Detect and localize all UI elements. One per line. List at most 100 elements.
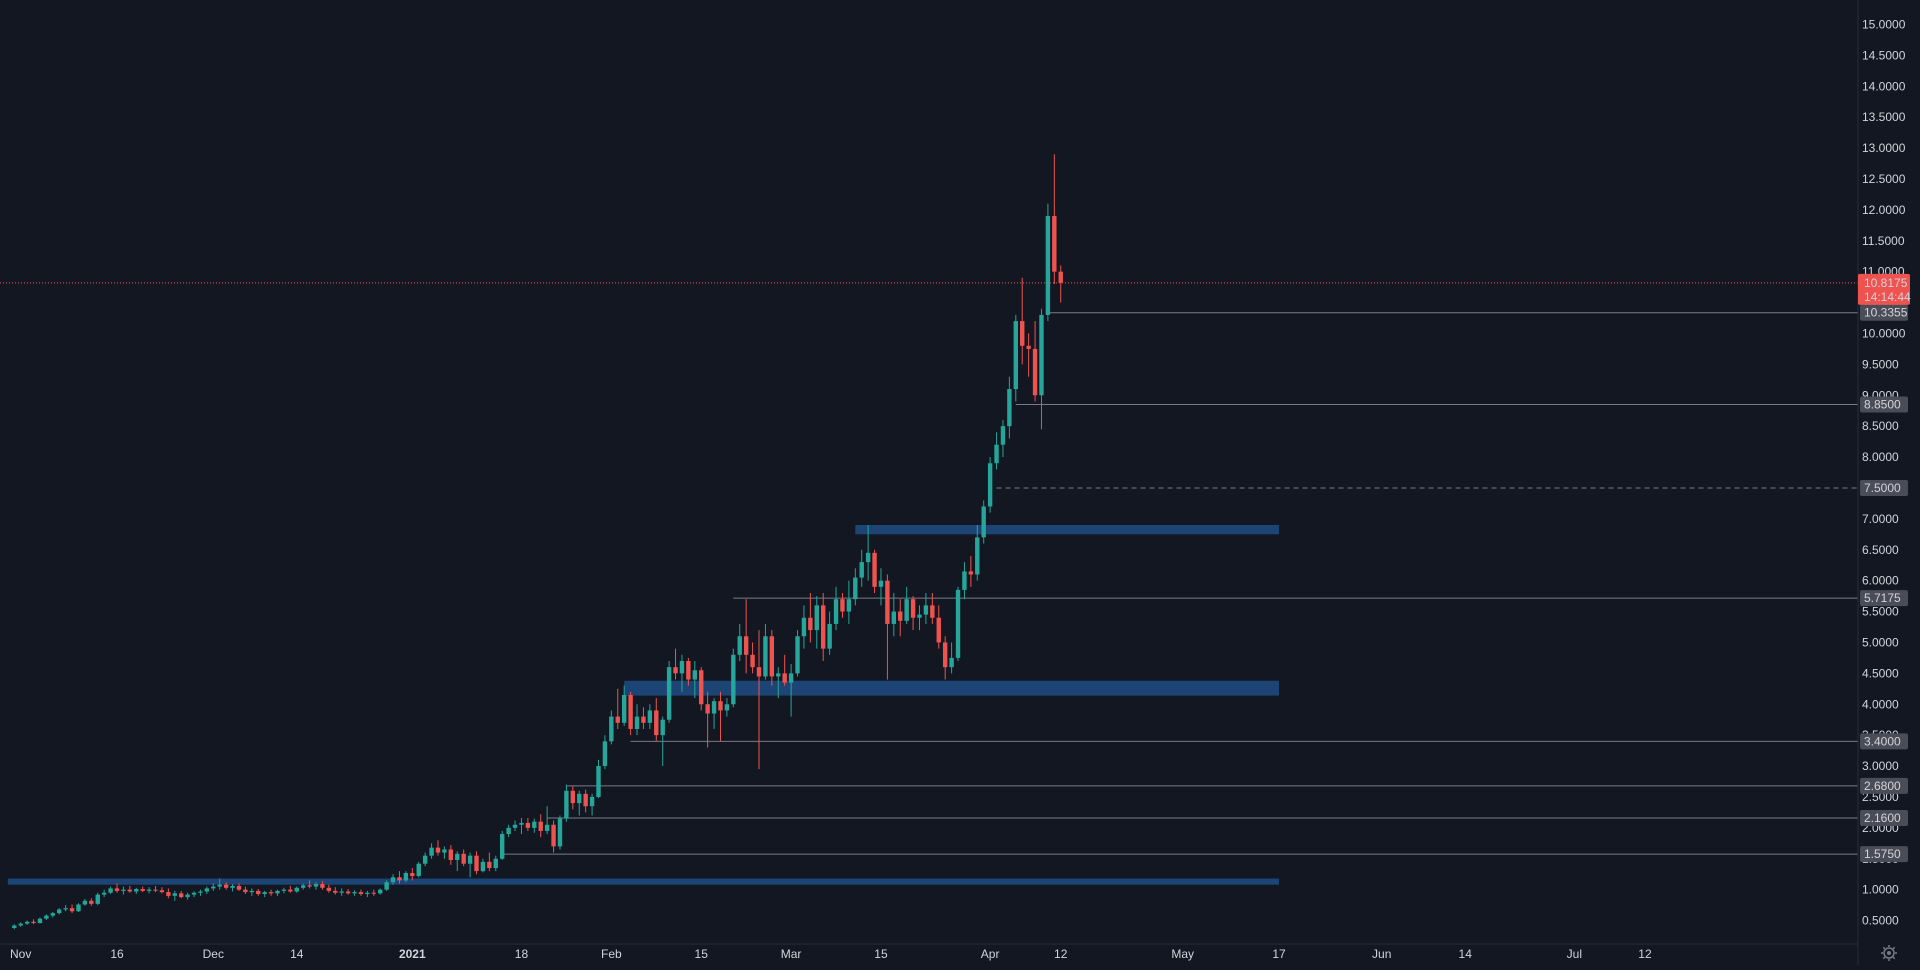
candle[interactable] xyxy=(1000,419,1006,458)
candle[interactable] xyxy=(602,735,608,770)
candle[interactable] xyxy=(76,903,81,912)
candle[interactable] xyxy=(422,852,428,867)
candle[interactable] xyxy=(82,898,88,906)
candle[interactable] xyxy=(204,886,210,894)
candle[interactable] xyxy=(923,593,929,624)
candle[interactable] xyxy=(18,922,23,927)
candle[interactable] xyxy=(756,630,762,770)
candle[interactable] xyxy=(711,698,717,729)
candle[interactable] xyxy=(949,642,954,674)
candle[interactable] xyxy=(538,814,543,838)
candle[interactable] xyxy=(519,817,524,835)
candle[interactable] xyxy=(159,887,165,894)
candle[interactable] xyxy=(621,685,627,726)
candle[interactable] xyxy=(281,887,287,894)
candle[interactable] xyxy=(853,568,858,606)
candle[interactable] xyxy=(487,852,492,872)
candle[interactable] xyxy=(172,890,177,901)
candle[interactable] xyxy=(570,785,576,810)
candle[interactable] xyxy=(814,596,819,649)
candle[interactable] xyxy=(44,914,49,920)
candle[interactable] xyxy=(442,846,447,859)
candle[interactable] xyxy=(352,890,357,896)
candle[interactable] xyxy=(217,878,222,890)
candle[interactable] xyxy=(589,793,595,816)
candle[interactable] xyxy=(564,784,569,822)
candle[interactable] xyxy=(69,904,75,914)
candle[interactable] xyxy=(1058,265,1063,303)
candle[interactable] xyxy=(904,586,909,624)
candle[interactable] xyxy=(705,691,710,748)
candle[interactable] xyxy=(981,500,986,544)
candle[interactable] xyxy=(500,830,505,860)
candle[interactable] xyxy=(942,636,948,680)
candle[interactable] xyxy=(313,882,319,890)
candle[interactable] xyxy=(615,688,620,729)
candle[interactable] xyxy=(146,887,152,894)
candle[interactable] xyxy=(872,549,877,594)
candle[interactable] xyxy=(673,648,678,680)
candle[interactable] xyxy=(37,917,43,924)
candle[interactable] xyxy=(236,883,242,891)
candle[interactable] xyxy=(288,885,293,893)
candle[interactable] xyxy=(403,871,409,883)
candle[interactable] xyxy=(435,840,441,856)
candle[interactable] xyxy=(358,889,364,896)
candle[interactable] xyxy=(506,824,511,838)
candle[interactable] xyxy=(397,871,402,884)
candle[interactable] xyxy=(211,883,216,891)
candle[interactable] xyxy=(910,596,916,631)
candle[interactable] xyxy=(801,605,807,649)
candle[interactable] xyxy=(300,883,306,890)
candle[interactable] xyxy=(384,880,389,891)
candle[interactable] xyxy=(859,549,864,587)
candle[interactable] xyxy=(788,664,794,717)
candle[interactable] xyxy=(1032,321,1038,402)
candle[interactable] xyxy=(968,555,974,587)
candle[interactable] xyxy=(647,704,653,729)
candle[interactable] xyxy=(583,789,588,813)
candle[interactable] xyxy=(50,911,55,918)
candle[interactable] xyxy=(1020,277,1025,365)
candle[interactable] xyxy=(731,648,736,708)
candle[interactable] xyxy=(114,883,120,893)
candle[interactable] xyxy=(480,858,486,873)
candle[interactable] xyxy=(256,889,261,896)
candle[interactable] xyxy=(1039,308,1044,430)
candle[interactable] xyxy=(378,888,383,895)
candle[interactable] xyxy=(262,890,267,898)
candle[interactable] xyxy=(544,806,550,835)
candle[interactable] xyxy=(12,924,17,930)
candle[interactable] xyxy=(679,654,685,692)
candle[interactable] xyxy=(654,698,659,742)
candle[interactable] xyxy=(686,657,691,686)
candle[interactable] xyxy=(57,908,62,915)
candle[interactable] xyxy=(955,586,961,661)
candle[interactable] xyxy=(326,884,332,893)
candle[interactable] xyxy=(24,920,30,925)
candle[interactable] xyxy=(320,880,325,890)
candle[interactable] xyxy=(101,889,107,898)
candle[interactable] xyxy=(223,882,229,890)
candle[interactable] xyxy=(191,891,197,898)
candle[interactable] xyxy=(455,851,460,872)
candle[interactable] xyxy=(975,525,980,581)
candle[interactable] xyxy=(1045,203,1051,322)
candle[interactable] xyxy=(628,691,633,736)
candle[interactable] xyxy=(666,660,672,723)
candle[interactable] xyxy=(865,525,871,581)
candle[interactable] xyxy=(198,889,203,896)
candle[interactable] xyxy=(699,667,704,711)
candle[interactable] xyxy=(268,889,274,896)
candle[interactable] xyxy=(467,852,473,878)
candle[interactable] xyxy=(474,851,479,875)
candle[interactable] xyxy=(551,820,556,853)
candle[interactable] xyxy=(121,886,126,895)
candle[interactable] xyxy=(63,905,68,912)
candle[interactable] xyxy=(808,593,813,643)
candle[interactable] xyxy=(795,630,800,677)
candle[interactable] xyxy=(987,457,993,513)
candle[interactable] xyxy=(936,605,941,649)
candle[interactable] xyxy=(609,710,614,745)
